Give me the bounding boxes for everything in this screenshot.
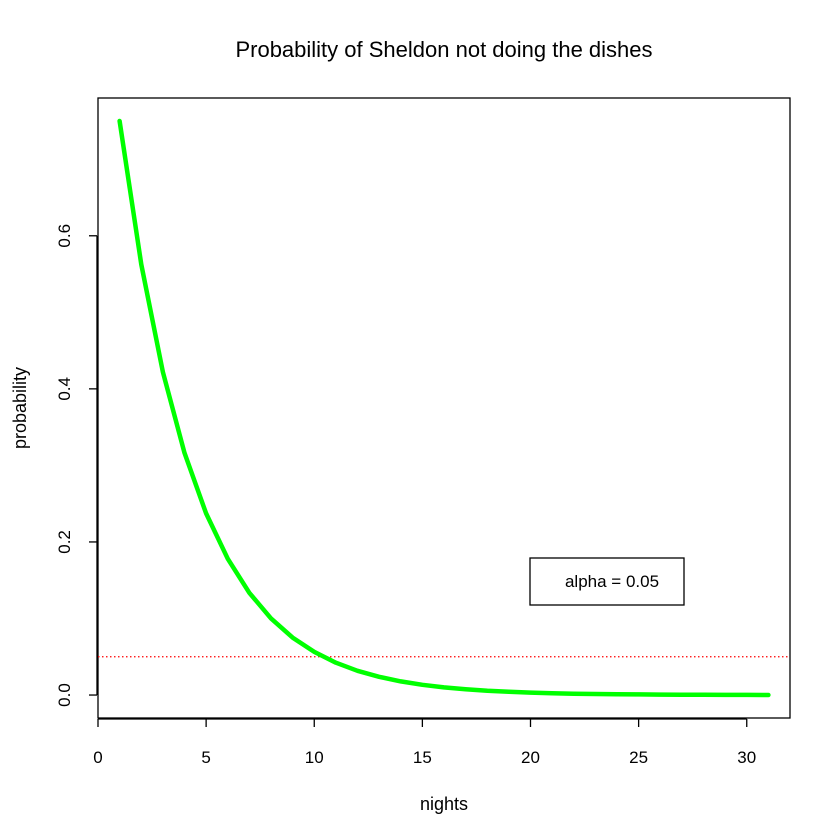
data-point [227, 558, 229, 560]
data-point [529, 691, 532, 694]
chart-title: Probability of Sheldon not doing the dis… [235, 37, 652, 62]
data-point [183, 452, 186, 454]
data-point [248, 592, 250, 594]
data-point [292, 636, 294, 639]
data-point [551, 692, 553, 694]
data-point [465, 688, 467, 690]
x-tick-label: 20 [521, 748, 540, 767]
y-axis-title: probability [10, 367, 30, 449]
x-tick-label: 30 [737, 748, 756, 767]
data-point [270, 617, 272, 620]
data-point [573, 693, 575, 695]
legend: alpha = 0.05 [529, 557, 685, 606]
y-axis: 0.0 0.2 0.4 0.6 [55, 224, 98, 707]
data-point [421, 684, 423, 686]
data-point [616, 693, 618, 695]
y-tick-label: 0.0 [55, 683, 74, 707]
data-point [162, 371, 164, 373]
data-point [140, 263, 142, 266]
data-point [638, 693, 640, 696]
x-tick-label: 5 [201, 748, 210, 767]
plot-frame [97, 97, 791, 719]
data-point [508, 691, 510, 693]
data-point [681, 694, 683, 696]
data-point [313, 651, 315, 653]
x-tick-label: 25 [629, 748, 648, 767]
data-point [443, 686, 445, 688]
data-point [594, 693, 596, 695]
y-tick-label: 0.6 [55, 224, 74, 248]
x-tick-label: 10 [305, 748, 324, 767]
data-point [724, 694, 726, 696]
plot-area [98, 118, 790, 698]
x-axis-title: nights [420, 794, 468, 814]
probability-series-line [117, 118, 771, 698]
data-point [356, 670, 359, 672]
data-point [378, 676, 380, 678]
data-point [746, 694, 748, 696]
x-axis: 0 5 10 15 20 25 30 [93, 718, 756, 767]
y-tick-label: 0.2 [55, 530, 74, 554]
data-point [659, 693, 661, 696]
data-point [702, 694, 705, 696]
y-tick-label: 0.4 [55, 377, 74, 401]
x-tick-label: 0 [93, 748, 102, 767]
data-point [486, 690, 488, 692]
x-tick-label: 15 [413, 748, 432, 767]
data-point [119, 120, 121, 122]
data-point [335, 662, 337, 664]
data-point [767, 694, 769, 696]
data-point [205, 512, 207, 515]
legend-text: alpha = 0.05 [565, 572, 659, 591]
legend-box [529, 557, 685, 606]
data-point [400, 680, 402, 683]
